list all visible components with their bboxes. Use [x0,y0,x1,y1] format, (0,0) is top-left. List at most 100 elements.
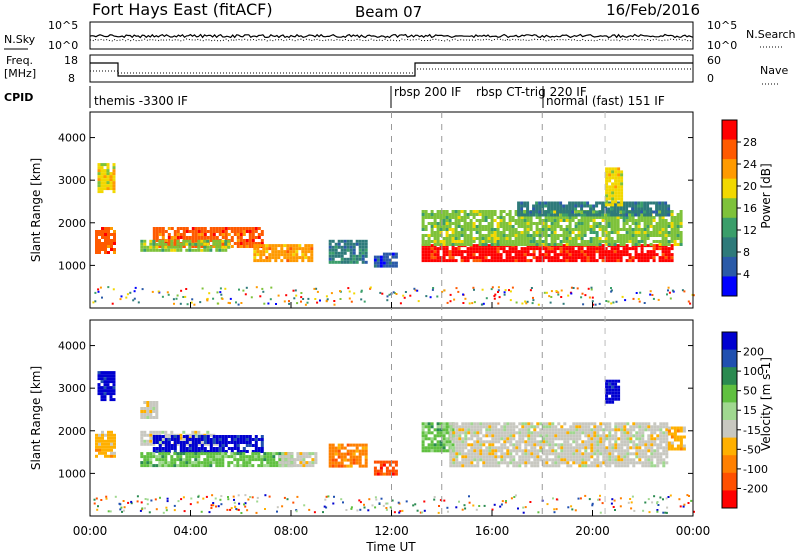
velocity-colorbar-swatch-0 [722,332,737,351]
freq-label: Freq. [6,54,33,67]
velocity-colorbar-swatch-6 [722,437,737,456]
nsearch-series-line [89,38,694,42]
time-x-axis: 00:00 04:00 08:00 12:00 16:00 20:00 00:00 [73,302,711,538]
power-colorbar-tick-label-6: 4 [743,268,750,281]
power-colorbar-swatch-8 [722,276,737,297]
velocity-band-4 [152,435,264,453]
freq-panel [89,54,694,83]
power-colorbar-swatch-3 [722,178,737,199]
cpid-segment-2: rbsp CT-trig 220 IF [476,85,587,99]
x-axis-label: Time UT [365,540,416,554]
power-band-4 [253,244,314,263]
velocity-band-0 [95,430,116,458]
power-ytick-label-2: 3000 [58,174,86,187]
velocity-band-1 [97,371,116,402]
velocity-heatmap [93,371,695,514]
nsky-label: N.Sky [4,33,36,46]
nsky-series-line [89,33,694,39]
velocity-colorbar-tick-label-1: 100 [743,365,764,378]
velocity-colorbar-frame [721,331,738,509]
xtick-label-2: 08:00 [274,524,309,538]
velocity-ytick-label-1: 2000 [58,425,86,438]
nsearch-tick-high: 10^5 [707,19,737,32]
freq-tick-high: 18 [64,54,78,67]
power-colorbar-tick-label-1: 24 [743,158,757,171]
velocity-colorbar-swatch-9 [722,490,737,509]
velocity-colorbar-swatch-2 [722,367,737,386]
velocity-band-8 [373,460,398,476]
power-ytick-label-0: 1000 [58,259,86,272]
power-colorbar-swatch-5 [722,217,737,238]
power-colorbar: 28 24 20 16 12 8 4 [721,119,757,297]
freq-unit: [MHz] [4,67,36,80]
power-band-5 [328,239,368,264]
xtick-label-4: 16:00 [475,524,510,538]
power-band-10 [605,167,624,207]
velocity-colorbar-swatch-1 [722,349,737,368]
velocity-band-6 [278,452,318,468]
velocity-colorbar-swatch-5 [722,420,737,439]
velocity-ytick-label-2: 3000 [58,382,86,395]
nave-series-line [90,68,693,74]
velocity-colorbar-tick-label-0: 200 [743,346,764,359]
xtick-label-0: 00:00 [73,524,108,538]
power-colorbar-tick-label-2: 20 [743,180,757,193]
freq-series-line [90,62,693,77]
velocity-colorbar-tick-label-6: -100 [743,463,768,476]
date-label: 16/Feb/2016 [606,1,700,19]
power-band-0 [95,227,116,254]
velocity-colorbar-tick-label-5: -50 [743,443,761,456]
velocity-colorbar-tick-label-3: 15 [743,404,757,417]
cpid-segment-0: themis -3300 IF [94,94,188,108]
nave-tick-low: 0 [707,72,714,85]
power-ytick-label-3: 4000 [58,132,86,145]
power-near-range-noise [92,286,695,306]
nave-label: Nave [760,64,788,77]
power-y-axis: 1000 2000 3000 4000 [58,132,693,272]
power-ytick-label-1: 2000 [58,217,86,230]
velocity-colorbar-label: Velocity [m s-1] [759,357,773,451]
velocity-colorbar-tick-label-4: -15 [743,424,761,437]
power-colorbar-swatch-1 [722,139,737,160]
velocity-colorbar-tick-label-7: -200 [743,482,768,495]
velocity-colorbar: 200 100 50 15 -15 -50 -100 -200 [721,331,768,509]
power-colorbar-swatch-2 [722,159,737,180]
velocity-colorbar-swatch-4 [722,402,737,421]
power-band-6 [373,252,398,268]
velocity-band-2 [140,401,159,419]
power-colorbar-swatch-6 [722,237,737,258]
nsearch-label: N.Search [746,28,796,41]
xtick-label-5: 20:00 [575,524,610,538]
power-colorbar-tick-label-0: 28 [743,136,757,149]
power-band-1 [97,163,116,194]
velocity-colorbar-swatch-3 [722,384,737,403]
xtick-label-3: 12:00 [374,524,409,538]
velocity-near-range-noise [93,494,695,514]
cpid-change-markers [391,112,606,516]
beam-label: Beam 07 [355,3,422,21]
power-colorbar-tick-label-3: 16 [743,202,757,215]
velocity-band-10 [449,422,669,468]
nave-tick-high: 60 [707,54,721,67]
xtick-label-1: 04:00 [173,524,208,538]
power-colorbar-label: Power [dB] [759,163,773,228]
xtick-label-6: 00:00 [676,524,711,538]
nsky-tick-low: 10^0 [48,39,78,52]
velocity-ytick-label-0: 1000 [58,467,86,480]
nsearch-tick-low: 10^0 [707,39,737,52]
velocity-ytick-label-3: 4000 [58,340,86,353]
freq-tick-low: 8 [68,72,75,85]
power-colorbar-swatch-0 [722,120,737,141]
cpid-segment-3: normal (fast) 151 IF [546,94,665,108]
power-band-9 [517,201,671,217]
velocity-colorbar-swatch-7 [722,455,737,474]
power-band-7 [421,244,674,263]
power-heatmap [92,163,695,306]
velocity-band-5 [140,452,294,468]
velocity-band-11 [667,426,686,451]
nsky-tick-high: 10^5 [48,19,78,32]
power-colorbar-tick-label-4: 12 [743,224,757,237]
velocity-ylabel: Slant Range [km] [29,366,43,470]
cpid-segment-1: rbsp 200 IF [394,85,461,99]
